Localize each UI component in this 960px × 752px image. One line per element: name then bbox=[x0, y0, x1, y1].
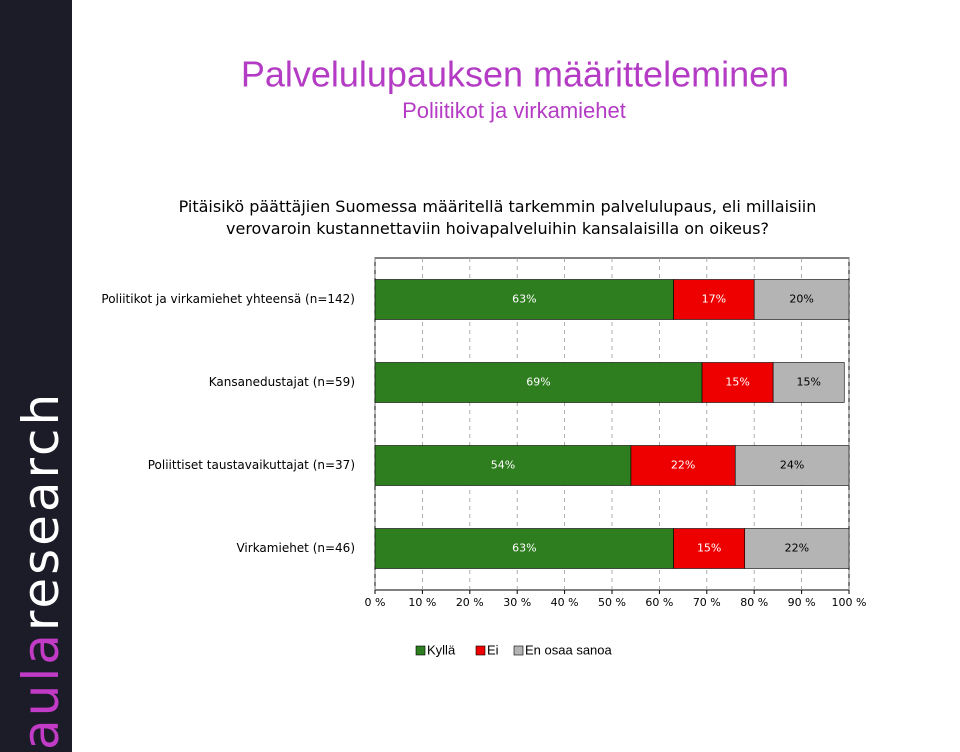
bar-segment bbox=[701, 362, 774, 403]
value-label: 63% bbox=[512, 293, 536, 306]
value-label: 15% bbox=[796, 376, 820, 389]
x-tick-label: 50 % bbox=[598, 596, 626, 609]
legend-swatch bbox=[415, 645, 426, 656]
brand: aularesearch bbox=[12, 391, 70, 750]
x-tick-label: 10 % bbox=[408, 596, 436, 609]
x-tick-label: 90 % bbox=[788, 596, 816, 609]
legend-label: Ei bbox=[487, 642, 499, 657]
category-label: Poliittiset taustavaikuttajat (n=37) bbox=[148, 458, 355, 472]
category-label: Poliitikot ja virkamiehet yhteensä (n=14… bbox=[101, 292, 355, 306]
bar-segment bbox=[630, 445, 736, 486]
value-label: 69% bbox=[526, 376, 550, 389]
x-tick-label: 60 % bbox=[645, 596, 673, 609]
value-label: 15% bbox=[697, 542, 721, 555]
legend-swatch bbox=[513, 645, 524, 656]
bar-segment bbox=[734, 445, 850, 486]
x-tick-label: 80 % bbox=[740, 596, 768, 609]
value-label: 24% bbox=[780, 459, 804, 472]
x-tick-label: 20 % bbox=[456, 596, 484, 609]
value-label: 54% bbox=[491, 459, 515, 472]
legend-label: En osaa sanoa bbox=[525, 642, 613, 657]
value-label: 15% bbox=[725, 376, 749, 389]
bar-segment bbox=[753, 279, 850, 320]
title: Palvelulupauksen määritteleminen bbox=[241, 54, 789, 95]
x-tick-label: 100 % bbox=[832, 596, 867, 609]
category-label: Virkamiehet (n=46) bbox=[236, 541, 355, 555]
bar-segment bbox=[374, 362, 703, 403]
value-label: 20% bbox=[789, 293, 813, 306]
category-label: Kansanedustajat (n=59) bbox=[209, 375, 355, 389]
value-label: 22% bbox=[671, 459, 695, 472]
brand-a: aula bbox=[12, 631, 70, 750]
value-label: 63% bbox=[512, 542, 536, 555]
sidebar bbox=[0, 0, 72, 752]
x-tick-label: 0 % bbox=[365, 596, 386, 609]
subtitle: Poliitikot ja virkamiehet bbox=[402, 98, 626, 123]
bar-segment bbox=[673, 279, 755, 320]
x-tick-label: 70 % bbox=[693, 596, 721, 609]
bar-segment bbox=[374, 528, 674, 569]
value-label: 17% bbox=[702, 293, 726, 306]
legend-label: Kyllä bbox=[427, 642, 456, 657]
bar-segment bbox=[744, 528, 850, 569]
bar-segment bbox=[772, 362, 845, 403]
question: Pitäisikö päättäjien Suomessa määritellä… bbox=[178, 197, 817, 238]
brand-b: research bbox=[12, 391, 70, 631]
bar-segment bbox=[374, 279, 674, 320]
bar-segment bbox=[673, 528, 746, 569]
x-tick-label: 30 % bbox=[503, 596, 531, 609]
legend-swatch bbox=[475, 645, 486, 656]
x-tick-label: 40 % bbox=[551, 596, 579, 609]
value-label: 22% bbox=[785, 542, 809, 555]
